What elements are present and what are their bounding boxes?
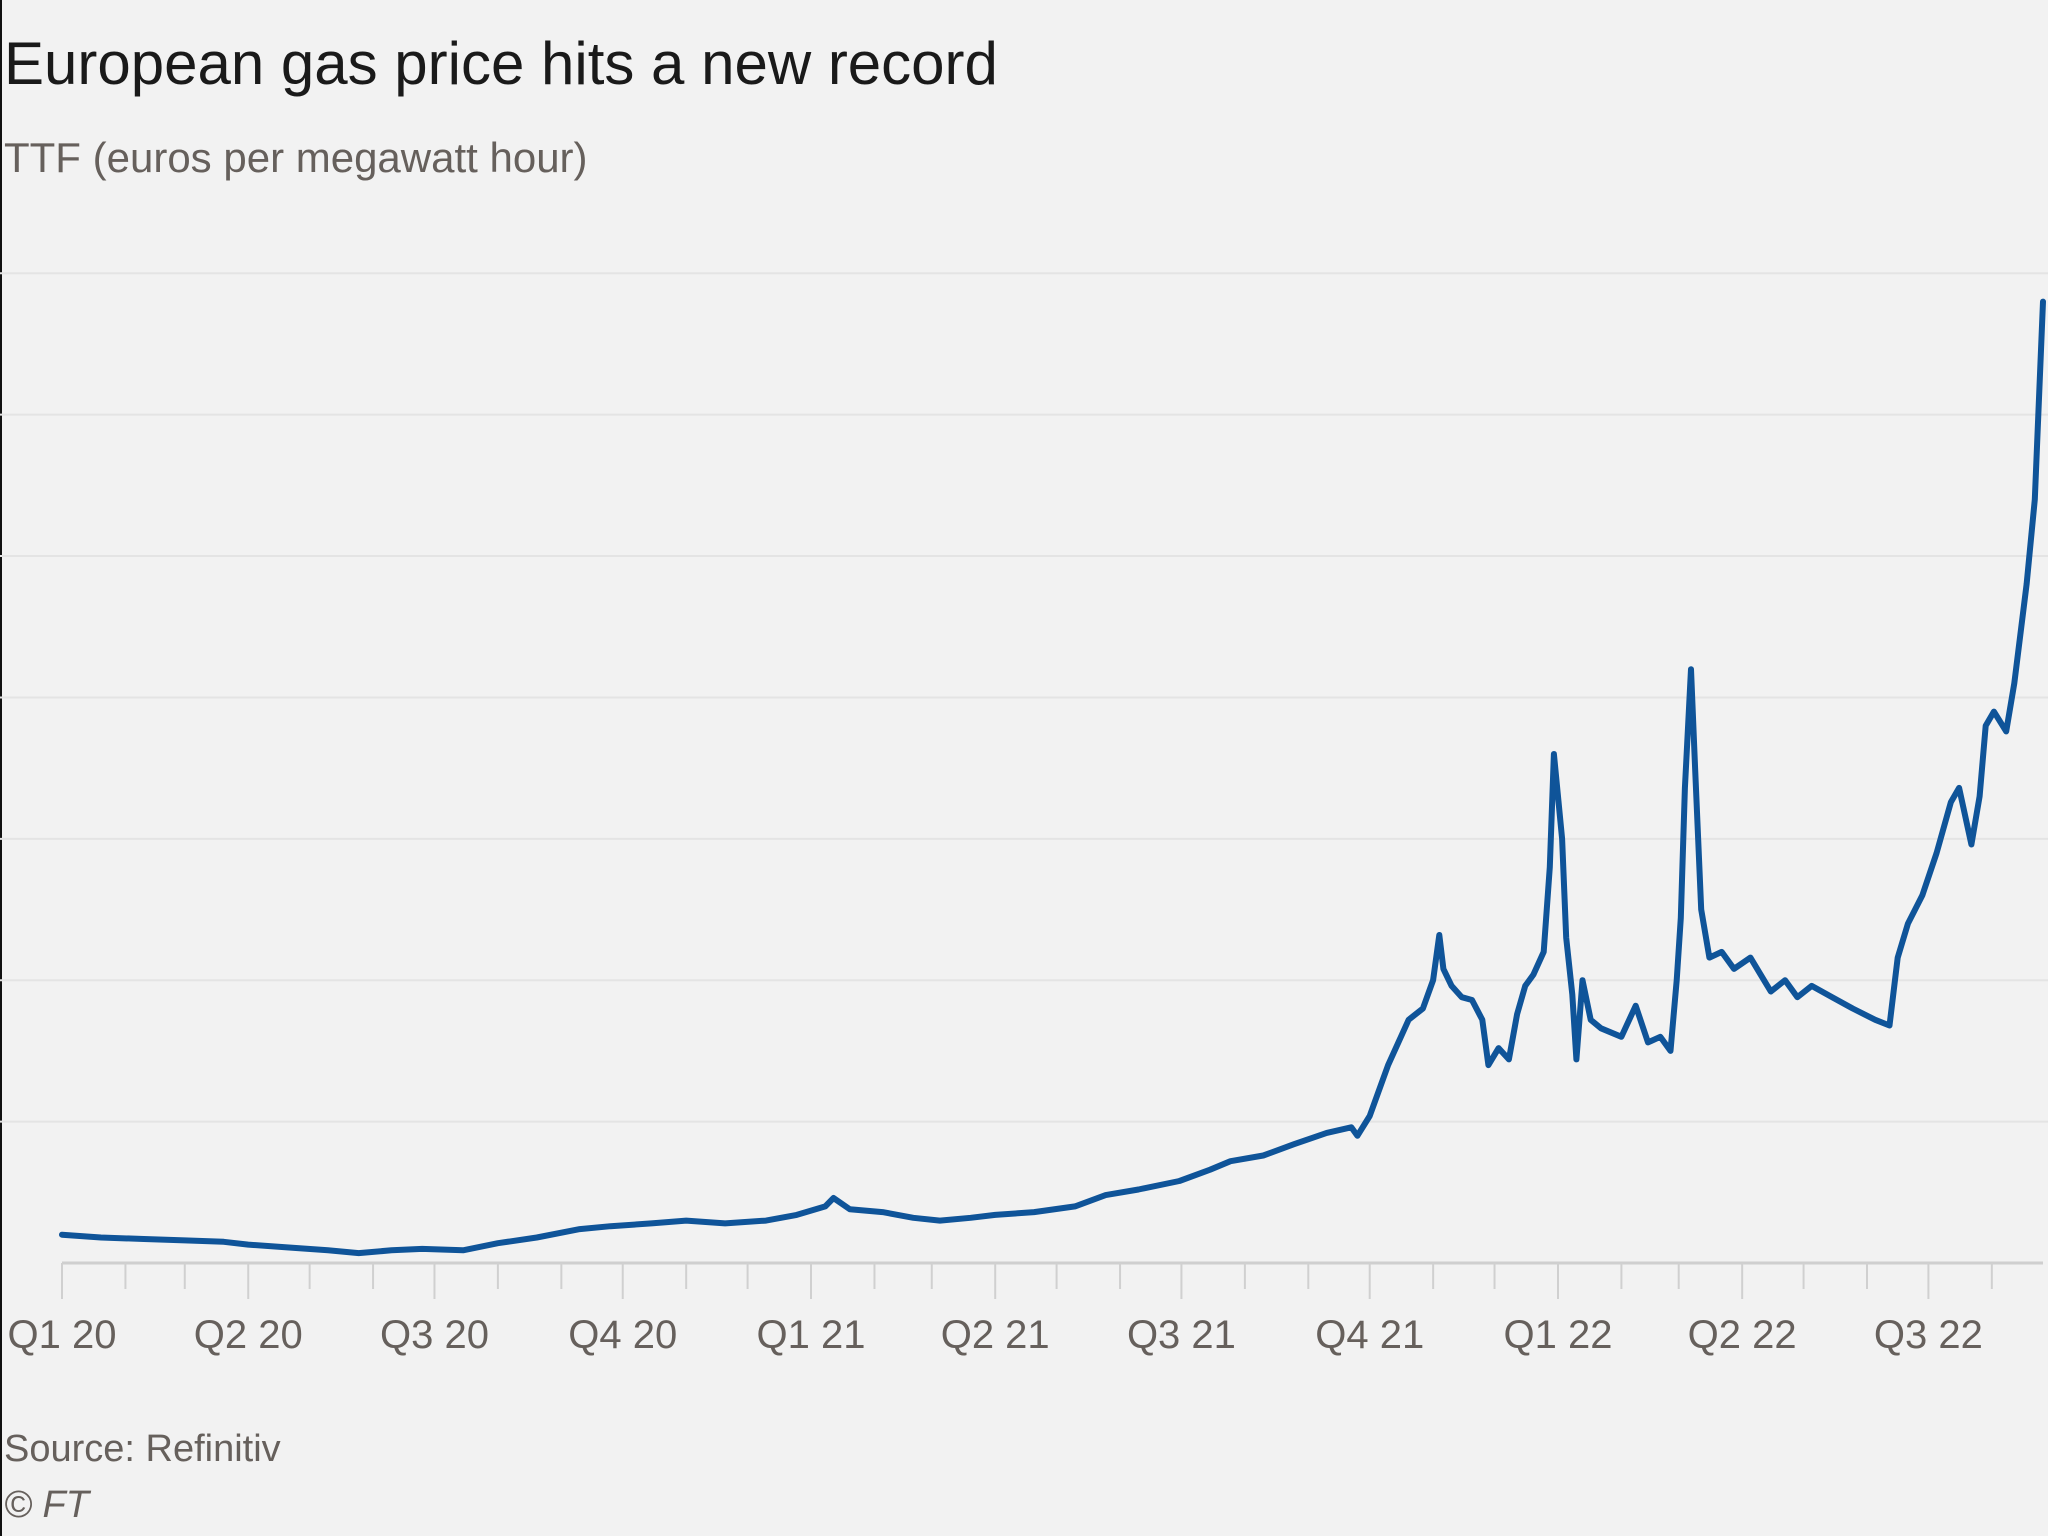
x-tick-label: Q2 21	[941, 1313, 1050, 1357]
x-axis	[61, 1261, 2043, 1299]
x-tick-label: Q2 22	[1688, 1313, 1797, 1357]
copyright-note: © FT	[4, 1484, 89, 1526]
chart-subtitle: TTF (euros per megawatt hour)	[4, 134, 588, 181]
x-tick-label: Q3 20	[380, 1313, 489, 1357]
x-tick-label: Q2 20	[194, 1313, 303, 1357]
x-tick-label: Q4 21	[1315, 1313, 1424, 1357]
line-chart: Q1 20 Q2 20 Q3 20 Q4 20 Q1 21 Q2 21 Q3 21 Q4 21…	[0, 272, 2048, 1357]
x-tick-label: Q1 22	[1503, 1313, 1612, 1357]
left-border	[0, 0, 2, 1536]
chart-title: European gas price hits a new record	[4, 30, 998, 97]
gridlines	[0, 272, 2048, 1123]
x-tick-labels: Q1 20 Q2 20 Q3 20 Q4 20 Q1 21 Q2 21 Q3 21 Q4 21…	[8, 1313, 1983, 1357]
x-tick-label: Q1 21	[757, 1313, 866, 1357]
series-line-ttf	[59, 298, 2046, 1257]
x-tick-label: Q3 21	[1127, 1313, 1236, 1357]
source-note: Source: Refinitiv	[4, 1428, 281, 1470]
x-tick-label: Q1 20	[8, 1313, 117, 1357]
x-tick-label: Q4 20	[568, 1313, 677, 1357]
x-tick-label: Q3 22	[1874, 1313, 1983, 1357]
series-layer	[59, 298, 2046, 1257]
